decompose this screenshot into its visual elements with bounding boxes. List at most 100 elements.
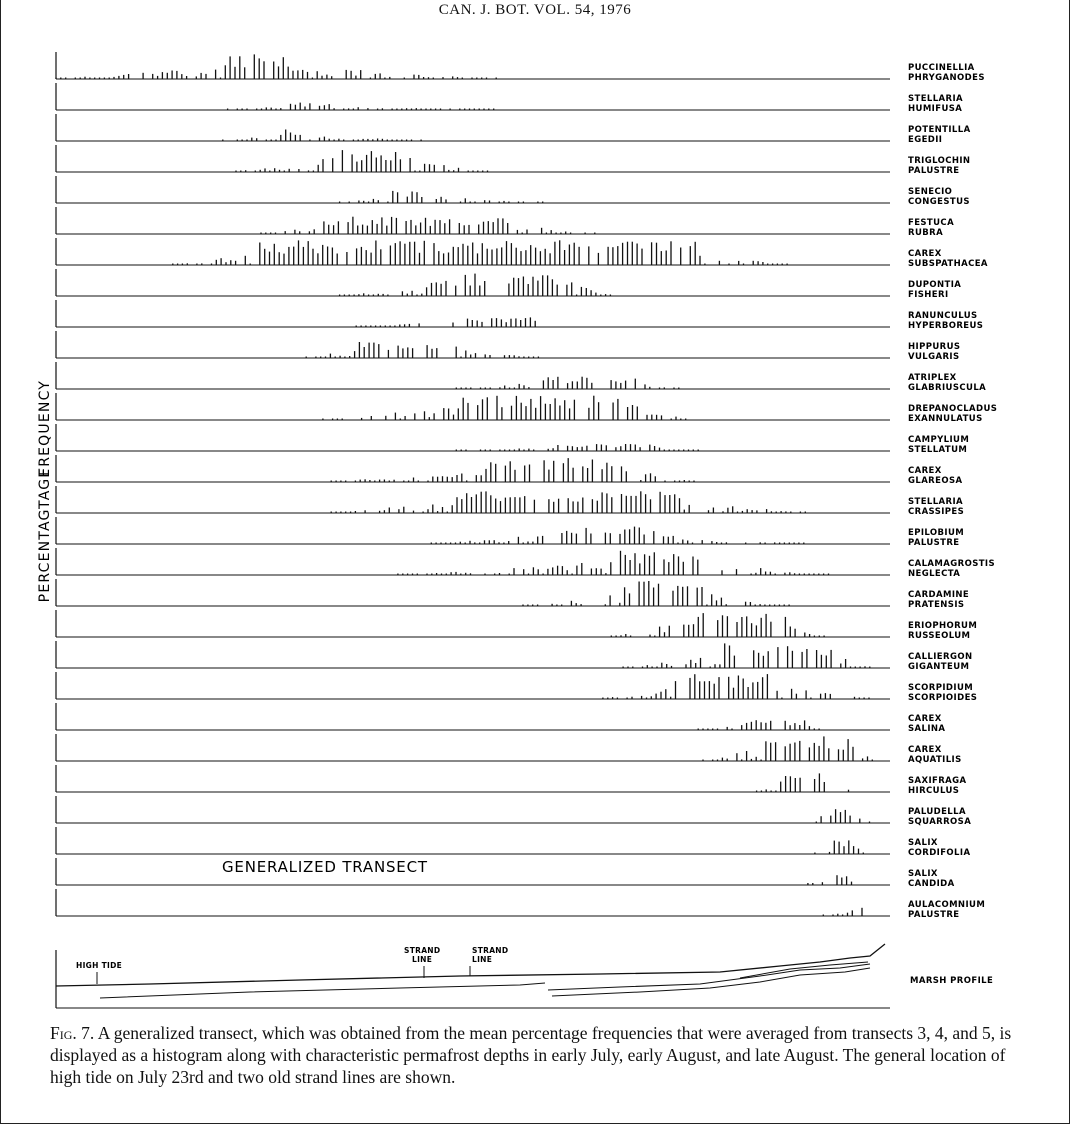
species-label-epithet: SUBSPATHACEA <box>908 259 988 269</box>
y-axis-label-frequency: FREQUENCY <box>37 380 53 476</box>
species-panel <box>55 796 890 824</box>
species-label-epithet: HYPERBOREUS <box>908 321 983 331</box>
high-tide-label: HIGH TIDE <box>76 961 122 970</box>
caption-text: A generalized transect, which was obtain… <box>50 1023 1012 1087</box>
marsh-profile-label: MARSH PROFILE <box>910 976 993 986</box>
species-panel <box>55 889 890 917</box>
species-panel <box>55 548 890 576</box>
species-label-genus: CALLIERGON <box>908 652 972 662</box>
species-panel <box>55 269 890 297</box>
species-label-epithet: SQUARROSA <box>908 817 971 827</box>
species-label-genus: SENECIO <box>908 187 952 197</box>
species-panel <box>55 517 890 545</box>
species-label-epithet: SALINA <box>908 724 945 734</box>
species-label-epithet: HIRCULUS <box>908 786 959 796</box>
species-labels: PUCCINELLIAPHRYGANODESSTELLARIAHUMIFUSAP… <box>908 63 997 920</box>
species-label-epithet: SCORPIOIDES <box>908 693 977 703</box>
species-panel <box>55 579 890 607</box>
species-panel <box>55 424 890 452</box>
strand-line-1-label-b: LINE <box>412 955 432 964</box>
permafrost-august-late <box>551 967 871 997</box>
species-label-genus: SCORPIDIUM <box>908 683 973 693</box>
species-panel <box>55 331 890 359</box>
species-label-epithet: FISHERI <box>908 290 949 300</box>
marsh-profile: HIGH TIDE STRAND LINE STRAND LINE MARSH … <box>55 943 993 1009</box>
species-label-epithet: GIGANTEUM <box>908 662 969 672</box>
species-label-epithet: GLABRIUSCULA <box>908 383 986 393</box>
species-label-genus: POTENTILLA <box>908 125 971 135</box>
species-panel <box>55 300 890 328</box>
species-label-genus: CARDAMINE <box>908 590 969 600</box>
species-panel <box>55 734 890 762</box>
strand-line-2-label-b: LINE <box>472 955 492 964</box>
species-label-genus: DREPANOCLADUS <box>908 404 997 414</box>
species-label-genus: EPILOBIUM <box>908 528 964 538</box>
species-panels <box>55 52 890 917</box>
species-label-genus: SALIX <box>908 838 938 848</box>
y-axis-label-percentage: PERCENTAGTAGE <box>37 468 53 603</box>
species-panel <box>55 238 890 266</box>
transect-figure: PUCCINELLIAPHRYGANODESSTELLARIAHUMIFUSAP… <box>37 52 997 1009</box>
running-head: CAN. J. BOT. VOL. 54, 1976 <box>438 2 632 18</box>
species-label-genus: DUPONTIA <box>908 280 961 290</box>
caption-fig-label: Fig. 7. <box>50 1023 95 1043</box>
species-label-epithet: CANDIDA <box>908 879 955 889</box>
species-label-genus: ATRIPLEX <box>908 373 957 383</box>
species-label-genus: TRIGLOCHIN <box>908 156 970 166</box>
species-label-epithet: PALUSTRE <box>908 166 960 176</box>
species-panel <box>55 827 890 855</box>
species-panel <box>55 362 890 390</box>
species-panel <box>55 486 890 514</box>
strand-line-1-label-a: STRAND <box>404 946 440 955</box>
species-label-epithet: NEGLECTA <box>908 569 960 579</box>
permafrost-line-4 <box>739 961 869 979</box>
species-panel <box>55 765 890 793</box>
species-label-genus: CAREX <box>908 466 942 476</box>
species-label-epithet: CORDIFOLIA <box>908 848 970 858</box>
species-label-genus: SAXIFRAGA <box>908 776 967 786</box>
species-label-epithet: STELLATUM <box>908 445 967 455</box>
species-label-genus: CAREX <box>908 249 942 259</box>
species-label-genus: PUCCINELLIA <box>908 63 975 73</box>
species-label-epithet: RUSSEOLUM <box>908 631 970 641</box>
strand-line-2-label-a: STRAND <box>472 946 508 955</box>
species-panel <box>55 114 890 142</box>
species-panel <box>55 52 890 80</box>
species-label-epithet: EXANNULATUS <box>908 414 983 424</box>
generalized-transect-label: GENERALIZED TRANSECT <box>222 858 428 876</box>
species-label-epithet: HUMIFUSA <box>908 104 962 114</box>
marsh-surface <box>55 943 886 987</box>
species-label-epithet: AQUATILIS <box>908 755 962 765</box>
species-label-genus: ERIOPHORUM <box>908 621 977 631</box>
species-panel <box>55 145 890 173</box>
species-label-epithet: EGEDII <box>908 135 942 145</box>
species-label-genus: CAREX <box>908 745 942 755</box>
species-label-epithet: VULGARIS <box>908 352 959 362</box>
species-label-epithet: GLAREOSA <box>908 476 962 486</box>
species-label-genus: STELLARIA <box>908 497 963 507</box>
species-label-genus: RANUNCULUS <box>908 311 978 321</box>
species-label-genus: CALAMAGROSTIS <box>908 559 995 569</box>
species-label-genus: AULACOMNIUM <box>908 900 985 910</box>
species-label-genus: STELLARIA <box>908 94 963 104</box>
species-label-genus: SALIX <box>908 869 938 879</box>
permafrost-july <box>99 982 546 999</box>
species-label-genus: HIPPURUS <box>908 342 960 352</box>
species-label-epithet: PRATENSIS <box>908 600 964 610</box>
species-panel <box>55 672 890 700</box>
permafrost-august-early <box>547 963 871 991</box>
species-label-epithet: CONGESTUS <box>908 197 970 207</box>
species-label-epithet: RUBRA <box>908 228 943 238</box>
species-label-genus: CAREX <box>908 714 942 724</box>
species-label-epithet: CRASSIPES <box>908 507 964 517</box>
species-panel <box>55 207 890 235</box>
species-panel <box>55 393 890 421</box>
species-panel <box>55 858 890 886</box>
species-panel <box>55 610 890 638</box>
species-panel <box>55 83 890 111</box>
species-label-genus: PALUDELLA <box>908 807 966 817</box>
species-label-epithet: PALUSTRE <box>908 910 960 920</box>
species-panel <box>55 641 890 669</box>
species-label-genus: FESTUCA <box>908 218 954 228</box>
species-panel <box>55 176 890 204</box>
